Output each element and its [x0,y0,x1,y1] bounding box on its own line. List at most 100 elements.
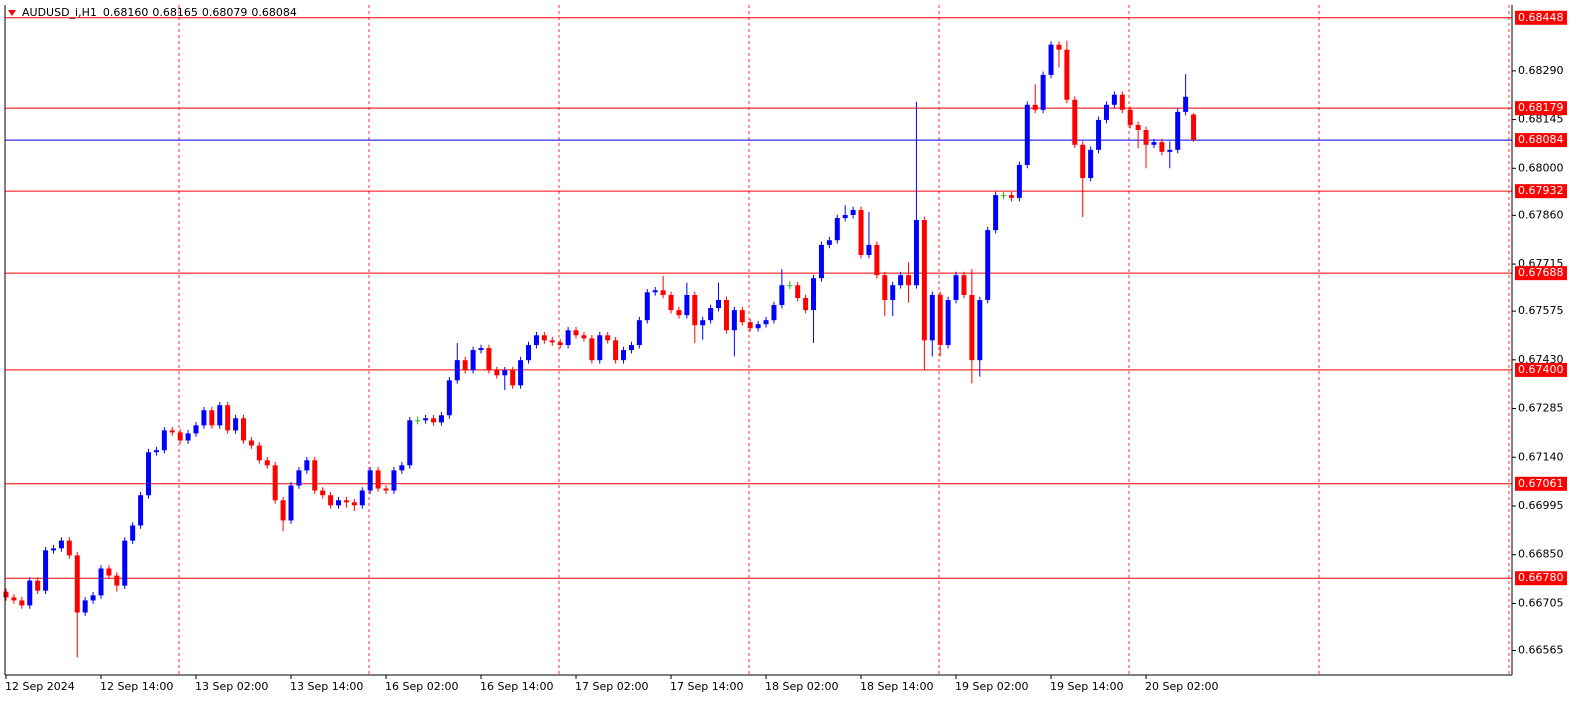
candle-body [906,275,912,286]
candle-body [367,470,373,491]
candle-body [438,415,444,423]
candle-body [185,433,191,441]
level-label: 0.67932 [1518,184,1564,197]
candle-body [1111,94,1117,105]
candle-body [644,292,650,321]
candle-body [431,418,437,423]
candle-body [1001,195,1007,197]
candle-body [256,445,262,461]
candle-body [272,465,278,501]
candle-body [1072,99,1078,145]
candle-body [613,340,619,361]
candle-body [462,360,468,371]
y-tick-label: 0.68000 [1518,161,1564,174]
level-label-box [1515,362,1567,377]
candle-body [898,275,904,286]
candle-body [581,335,587,339]
x-tick-label: 17 Sep 02:00 [575,680,648,693]
candle-body [874,244,880,276]
candle-body [1183,96,1189,112]
candle-body [51,548,57,551]
level-label-box [1515,266,1567,281]
candle-body [1135,124,1141,130]
day-separators [178,5,1510,675]
candle-body [779,285,785,306]
candle-body [1127,109,1133,125]
candle-body [114,575,120,586]
candle-body [58,540,64,549]
candle-body [628,345,634,351]
candle-body [383,488,389,491]
candle-body [953,275,959,301]
candle-body [533,335,539,346]
candle-body [328,495,334,506]
x-tick-label: 13 Sep 14:00 [290,680,363,693]
candle-body [676,310,682,316]
candle-body [1096,119,1102,150]
candle-body [771,305,777,321]
candle-body [1167,149,1173,152]
candle-body [1088,149,1094,179]
candle-body [1143,129,1149,145]
candle-body [1040,74,1046,110]
level-label: 0.68179 [1518,101,1564,114]
candle-body [565,330,571,346]
y-tick-label: 0.66850 [1518,548,1564,561]
candles [3,40,1197,658]
candle-body [787,285,793,287]
x-tick-label: 20 Sep 02:00 [1145,680,1218,693]
candle-body [549,340,555,343]
candle-body [993,195,999,231]
candle-body [803,297,809,311]
candle-body [985,230,991,301]
level-label: 0.67061 [1518,477,1564,490]
y-tick-label: 0.66705 [1518,596,1564,609]
candle-body [961,275,967,295]
candle-body [811,278,817,311]
x-tick-label: 19 Sep 02:00 [955,680,1028,693]
candle-body [82,600,88,613]
candle-body [541,335,547,341]
candle-body [375,470,381,489]
level-label: 0.67688 [1518,266,1564,279]
candle-body [399,465,405,471]
candle-body [660,290,666,295]
candle-body [526,345,532,361]
x-tick-label: 19 Sep 14:00 [1050,680,1123,693]
candle-body [573,330,579,336]
candle-body [217,405,223,426]
candle-body [288,485,294,521]
candle-body [1159,142,1165,152]
candle-body [795,285,801,298]
level-label-box [1515,101,1567,116]
candle-body [423,418,429,421]
candle-body [716,300,722,309]
open-value: 0.68160 [103,6,149,19]
level-label: 0.68448 [1518,11,1564,24]
candle-body [241,418,247,441]
x-tick-label: 18 Sep 14:00 [860,680,933,693]
x-tick-label: 16 Sep 02:00 [385,680,458,693]
candle-body [19,600,25,606]
candle-body [739,310,745,323]
candle-body [834,218,840,241]
candle-body [668,294,674,311]
candle-body [138,495,144,526]
candle-body [391,470,397,491]
candle-body [1024,104,1030,165]
candle-body [280,500,286,521]
candle-body [731,310,737,331]
candle-body [890,285,896,301]
candle-body [66,540,72,556]
candle-body [723,300,729,331]
candle-body [510,370,516,386]
candle-body [700,320,706,326]
candle-body [153,450,159,453]
chart-header: AUDUSD_i,H1 0.68160 0.68165 0.68079 0.68084 [22,6,297,19]
candle-body [1056,44,1062,50]
candle-body [446,380,452,416]
x-tick-label: 17 Sep 14:00 [670,680,743,693]
candle-body [201,410,207,426]
candle-body [977,300,983,361]
